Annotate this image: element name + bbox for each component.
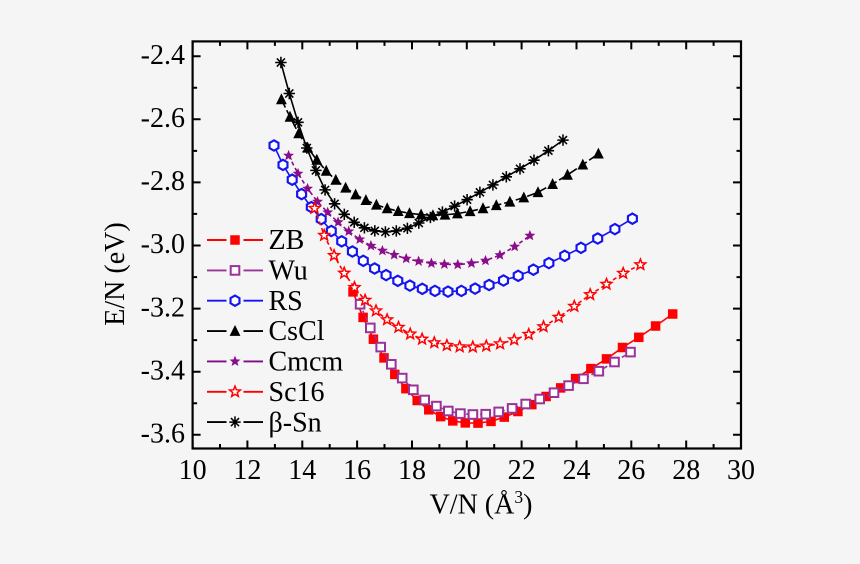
svg-text:20: 20 — [453, 455, 481, 486]
svg-text:12: 12 — [233, 455, 261, 486]
svg-text:E/N (eV): E/N (eV) — [100, 222, 131, 325]
svg-text:18: 18 — [398, 455, 426, 486]
svg-text:26: 26 — [617, 455, 645, 486]
svg-text:10: 10 — [179, 455, 207, 486]
svg-text:ZB: ZB — [269, 225, 305, 256]
svg-text:-2.8: -2.8 — [141, 166, 185, 197]
svg-text:30: 30 — [727, 455, 755, 486]
svg-text:Cmcm: Cmcm — [269, 347, 344, 378]
svg-text:Sc16: Sc16 — [269, 377, 325, 408]
svg-text:16: 16 — [343, 455, 371, 486]
svg-text:24: 24 — [563, 455, 591, 486]
svg-text:β-Sn: β-Sn — [269, 407, 322, 438]
svg-text:RS: RS — [269, 286, 303, 317]
svg-text:28: 28 — [672, 455, 700, 486]
svg-text:-2.6: -2.6 — [141, 103, 185, 134]
svg-text:22: 22 — [508, 455, 536, 486]
svg-text:-3.0: -3.0 — [141, 229, 185, 260]
svg-text:-3.6: -3.6 — [141, 419, 185, 450]
svg-text:Wu: Wu — [269, 256, 308, 287]
svg-text:V/N (Å3): V/N (Å3) — [430, 487, 533, 521]
svg-text:-3.4: -3.4 — [141, 355, 185, 386]
svg-text:-2.4: -2.4 — [141, 40, 185, 71]
svg-text:14: 14 — [288, 455, 316, 486]
svg-text:-3.2: -3.2 — [141, 292, 185, 323]
svg-text:CsCl: CsCl — [269, 316, 325, 347]
